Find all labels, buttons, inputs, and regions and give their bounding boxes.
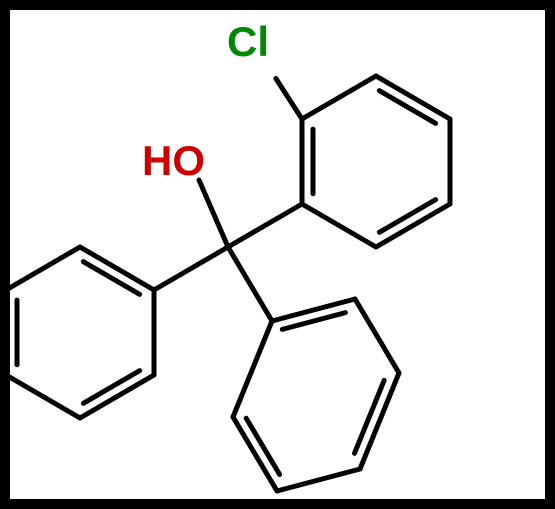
cl-label: Cl — [227, 18, 269, 65]
oh-label: HO — [142, 137, 205, 184]
molecule-diagram: Cl HO — [0, 0, 555, 509]
